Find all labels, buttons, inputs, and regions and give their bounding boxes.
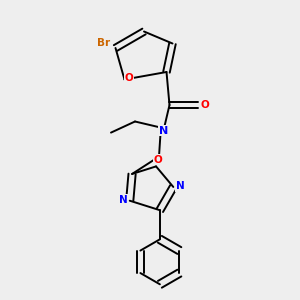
Text: Br: Br — [97, 38, 110, 48]
Text: N: N — [159, 125, 168, 136]
Text: O: O — [153, 155, 162, 165]
Text: O: O — [124, 73, 134, 83]
Text: N: N — [119, 195, 128, 205]
Text: N: N — [176, 181, 184, 191]
Text: O: O — [200, 100, 209, 110]
